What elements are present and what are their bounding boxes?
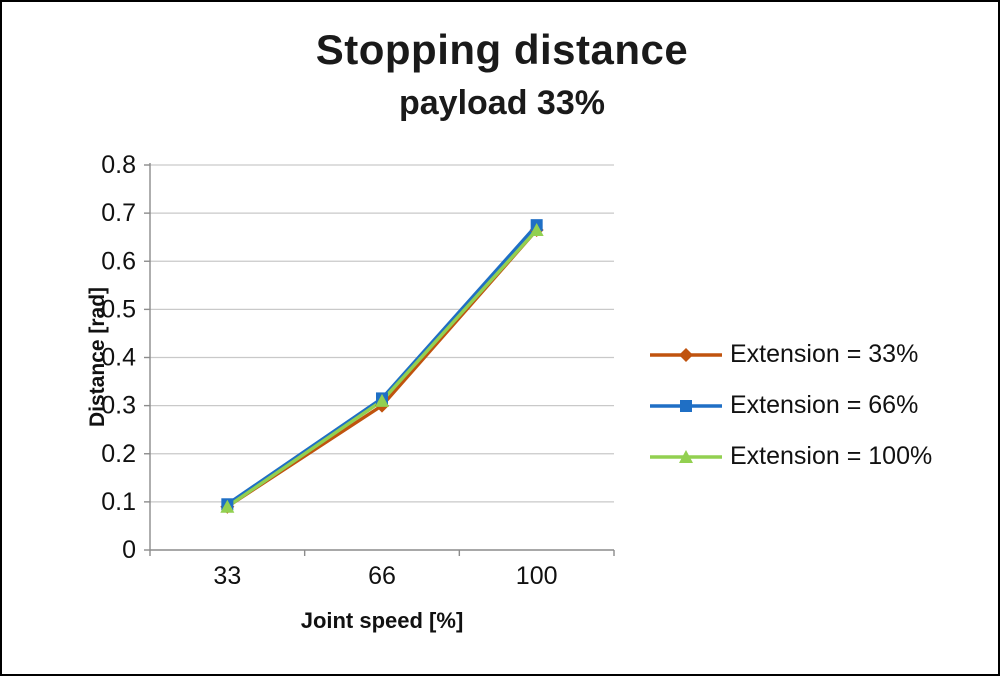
- svg-text:0.7: 0.7: [101, 199, 136, 227]
- chart-subtitle: payload 33%: [399, 84, 605, 122]
- svg-text:0: 0: [122, 536, 136, 564]
- svg-text:66: 66: [368, 562, 396, 590]
- svg-text:0.3: 0.3: [101, 392, 136, 420]
- legend-diamond-marker-icon: [650, 347, 722, 362]
- chart-title: Stopping distance: [315, 26, 689, 73]
- svg-text:100: 100: [516, 562, 558, 590]
- legend-item: Extension = 33%: [650, 340, 932, 369]
- svg-text:33: 33: [213, 562, 241, 590]
- legend-label: Extension = 66%: [730, 391, 919, 419]
- legend-item: Extension = 66%: [650, 391, 932, 420]
- svg-text:0.5: 0.5: [101, 295, 136, 323]
- x-axis-title: Joint speed [%]: [300, 608, 464, 633]
- y-axis-title: Distance [rad]: [86, 286, 109, 428]
- svg-text:0.2: 0.2: [101, 440, 136, 468]
- legend-item: Extension = 100%: [650, 442, 932, 471]
- svg-text:0.6: 0.6: [101, 247, 136, 275]
- svg-text:0.8: 0.8: [101, 151, 136, 179]
- svg-text:0.4: 0.4: [101, 344, 136, 372]
- legend: Extension = 33% Extension = 66% Extension …: [650, 340, 932, 471]
- legend-square-marker-icon: [650, 399, 722, 412]
- legend-label: Extension = 33%: [730, 340, 919, 368]
- svg-text:0.1: 0.1: [101, 488, 136, 516]
- legend-triangle-marker-icon: [650, 449, 722, 463]
- legend-label: Extension = 100%: [730, 442, 933, 470]
